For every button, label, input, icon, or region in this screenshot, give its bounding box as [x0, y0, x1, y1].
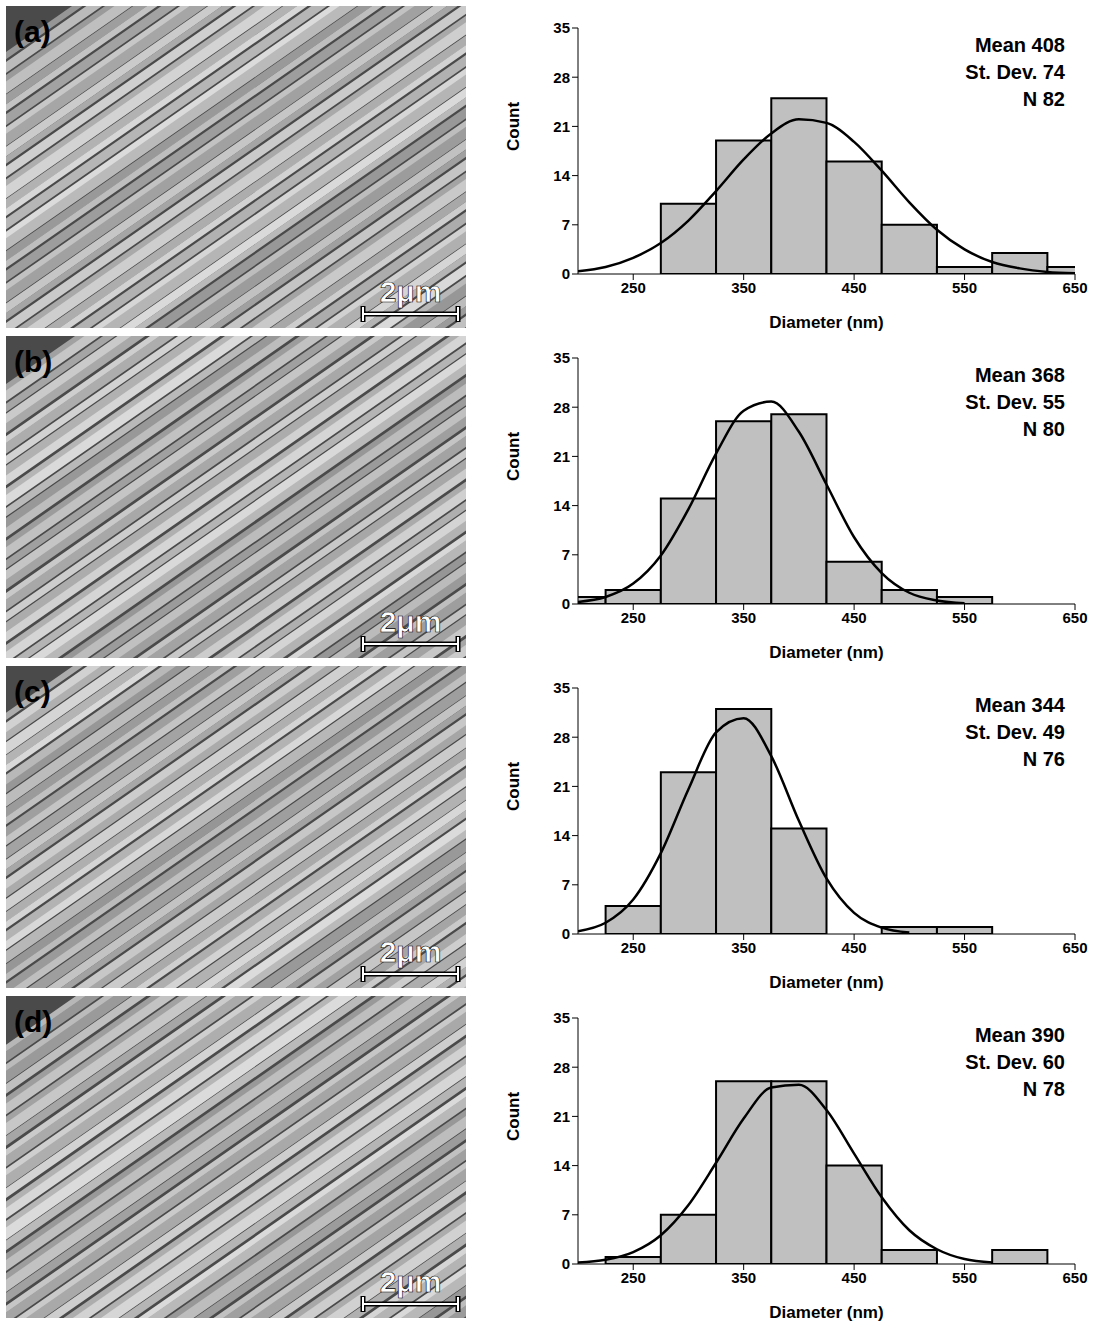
svg-text:14: 14 [553, 167, 570, 184]
svg-text:28: 28 [553, 399, 570, 416]
svg-text:7: 7 [562, 1206, 570, 1223]
svg-text:2μm: 2μm [380, 275, 442, 308]
svg-text:350: 350 [731, 939, 756, 956]
html-text:St. Dev. 74: St. Dev. 74 [965, 61, 1065, 83]
svg-text:Count: Count [504, 432, 523, 481]
svg-text:7: 7 [562, 546, 570, 563]
svg-text:550: 550 [952, 939, 977, 956]
svg-text:28: 28 [553, 1059, 570, 1076]
svg-text:35: 35 [553, 349, 570, 366]
svg-text:550: 550 [952, 609, 977, 626]
svg-text:(b): (b) [14, 345, 52, 378]
svg-text:28: 28 [553, 69, 570, 86]
svg-text:550: 550 [952, 279, 977, 296]
svg-text:250: 250 [621, 939, 646, 956]
svg-text:Diameter (nm): Diameter (nm) [769, 1303, 883, 1322]
svg-text:0: 0 [562, 265, 570, 282]
html-text:St. Dev. 55: St. Dev. 55 [965, 391, 1065, 413]
svg-text:0: 0 [562, 1255, 570, 1272]
svg-text:0: 0 [562, 595, 570, 612]
svg-text:14: 14 [553, 497, 570, 514]
html-text:N 82: N 82 [1022, 88, 1065, 110]
svg-text:Diameter (nm): Diameter (nm) [769, 973, 883, 992]
html-text:N 76: N 76 [1022, 748, 1065, 770]
svg-text:650: 650 [1062, 939, 1087, 956]
svg-text:14: 14 [553, 1157, 570, 1174]
svg-text:28: 28 [553, 729, 570, 746]
svg-text:0: 0 [562, 925, 570, 942]
svg-text:450: 450 [842, 939, 867, 956]
svg-text:21: 21 [553, 778, 570, 795]
html-text:Mean 344: Mean 344 [974, 694, 1065, 716]
svg-text:250: 250 [621, 609, 646, 626]
svg-text:450: 450 [842, 609, 867, 626]
svg-text:21: 21 [553, 1108, 570, 1125]
svg-text:Count: Count [504, 1092, 523, 1141]
svg-text:250: 250 [621, 279, 646, 296]
svg-text:650: 650 [1062, 609, 1087, 626]
svg-text:Diameter (nm): Diameter (nm) [769, 643, 883, 662]
svg-text:350: 350 [731, 1269, 756, 1286]
svg-text:250: 250 [621, 1269, 646, 1286]
html-text:Mean 368: Mean 368 [974, 364, 1065, 386]
svg-text:14: 14 [553, 827, 570, 844]
svg-text:7: 7 [562, 876, 570, 893]
svg-text:2μm: 2μm [380, 1265, 442, 1298]
svg-text:(c): (c) [14, 675, 51, 708]
html-text:N 80: N 80 [1022, 418, 1065, 440]
svg-text:Count: Count [504, 102, 523, 151]
svg-text:450: 450 [842, 1269, 867, 1286]
html-text:St. Dev. 49: St. Dev. 49 [965, 721, 1065, 743]
svg-text:35: 35 [553, 19, 570, 36]
svg-text:Diameter (nm): Diameter (nm) [769, 313, 883, 332]
svg-text:Count: Count [504, 762, 523, 811]
svg-text:35: 35 [553, 679, 570, 696]
html-text:Mean 408: Mean 408 [974, 34, 1065, 56]
svg-text:650: 650 [1062, 1269, 1087, 1286]
html-text:St. Dev. 60: St. Dev. 60 [965, 1051, 1065, 1073]
svg-text:650: 650 [1062, 279, 1087, 296]
svg-text:21: 21 [553, 118, 570, 135]
svg-text:350: 350 [731, 609, 756, 626]
svg-text:550: 550 [952, 1269, 977, 1286]
svg-text:(a): (a) [14, 15, 51, 48]
svg-text:7: 7 [562, 216, 570, 233]
svg-text:2μm: 2μm [380, 605, 442, 638]
svg-text:450: 450 [842, 279, 867, 296]
svg-text:2μm: 2μm [380, 935, 442, 968]
html-text:N 78: N 78 [1022, 1078, 1065, 1100]
svg-text:35: 35 [553, 1009, 570, 1026]
svg-text:350: 350 [731, 279, 756, 296]
svg-text:21: 21 [553, 448, 570, 465]
svg-text:(d): (d) [14, 1005, 52, 1038]
html-text:Mean 390: Mean 390 [974, 1024, 1065, 1046]
